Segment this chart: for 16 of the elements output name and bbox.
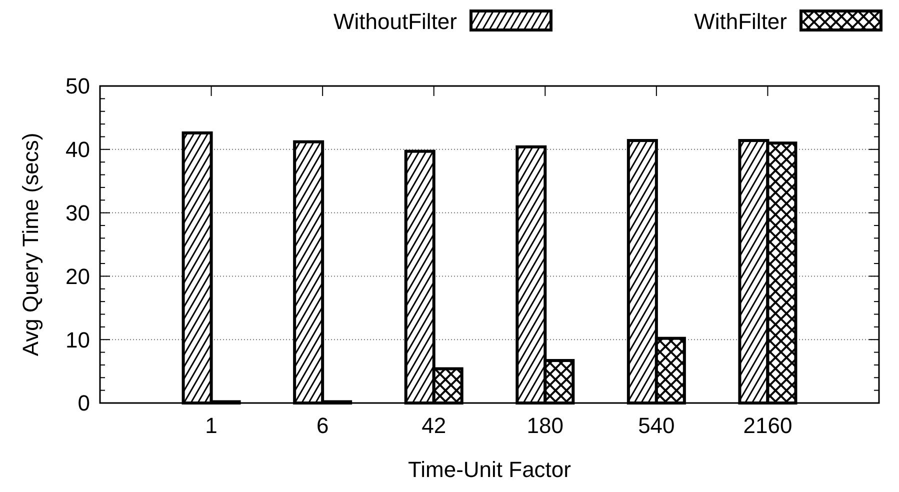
x-tick-label: 180 bbox=[526, 413, 564, 438]
y-tick-label: 0 bbox=[78, 390, 90, 416]
x-tick-label: 2160 bbox=[743, 413, 792, 438]
x-tick-label: 540 bbox=[638, 413, 675, 438]
y-tick-label: 50 bbox=[66, 74, 90, 99]
x-axis-title: Time-Unit Factor bbox=[408, 457, 571, 482]
y-tick-label: 20 bbox=[66, 264, 90, 289]
x-tick-label: 6 bbox=[316, 413, 329, 438]
legend-label: WithoutFilter bbox=[334, 9, 457, 34]
x-tick-label: 1 bbox=[205, 413, 218, 438]
y-axis-title: Avg Query Time (secs) bbox=[18, 132, 43, 356]
y-tick-label: 40 bbox=[66, 137, 90, 162]
legend-label: WithFilter bbox=[694, 9, 787, 34]
y-tick-label: 30 bbox=[66, 200, 90, 226]
y-tick-label: 10 bbox=[66, 327, 90, 352]
x-tick-label: 42 bbox=[422, 413, 446, 438]
